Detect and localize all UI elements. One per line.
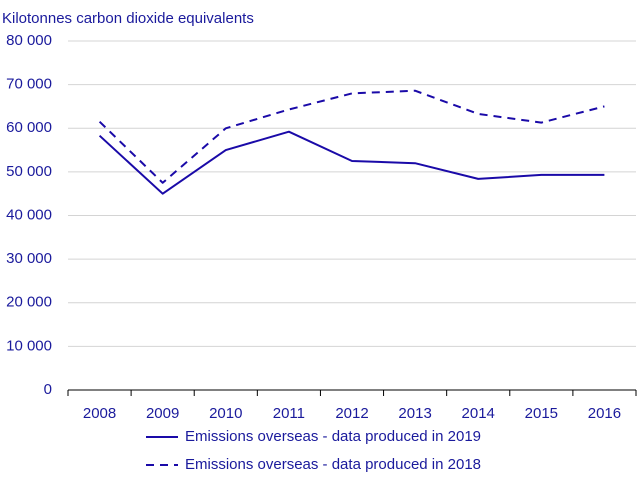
y-tick-label: 40 000 — [6, 206, 52, 223]
y-axis-tick-labels: 0 10 000 20 000 30 000 40 000 50 000 60 000 70 … — [6, 32, 52, 398]
y-tick-label: 30 000 — [6, 250, 52, 267]
legend-label-2018: Emissions overseas - data produced in 20… — [185, 456, 481, 473]
y-tick-label: 50 000 — [6, 163, 52, 180]
x-tick-label: 2011 — [273, 405, 305, 422]
series-lines — [98, 89, 605, 195]
x-tick-label: 2014 — [462, 405, 495, 422]
x-tick-label: 2012 — [335, 405, 368, 422]
legend: Emissions overseas - data produced in 20… — [146, 428, 481, 473]
series-line-2019 — [98, 130, 605, 195]
x-tick-label: 2013 — [398, 405, 431, 422]
series-line-2018 — [98, 89, 605, 184]
y-tick-label: 10 000 — [6, 337, 52, 354]
grid-lines — [68, 40, 636, 347]
y-tick-label: 80 000 — [6, 32, 52, 49]
y-tick-label: 0 — [44, 381, 52, 398]
legend-item-2019: Emissions overseas - data produced in 20… — [146, 428, 481, 445]
y-tick-label: 70 000 — [6, 76, 52, 93]
y-tick-label: 20 000 — [6, 294, 52, 311]
legend-item-2018: Emissions overseas - data produced in 20… — [146, 456, 481, 473]
x-tick-label: 2009 — [146, 405, 179, 422]
x-tick-label: 2015 — [525, 405, 558, 422]
x-tick-label: 2008 — [83, 405, 116, 422]
y-axis-title: Kilotonnes carbon dioxide equivalents — [2, 10, 254, 27]
y-tick-label: 60 000 — [6, 119, 52, 136]
x-tick-label: 2016 — [588, 405, 621, 422]
legend-label-2019: Emissions overseas - data produced in 20… — [185, 428, 481, 445]
x-tick-label: 2010 — [209, 405, 242, 422]
x-axis: 2008 2009 2010 2011 2012 2013 2014 2015 2016 — [67, 389, 637, 422]
